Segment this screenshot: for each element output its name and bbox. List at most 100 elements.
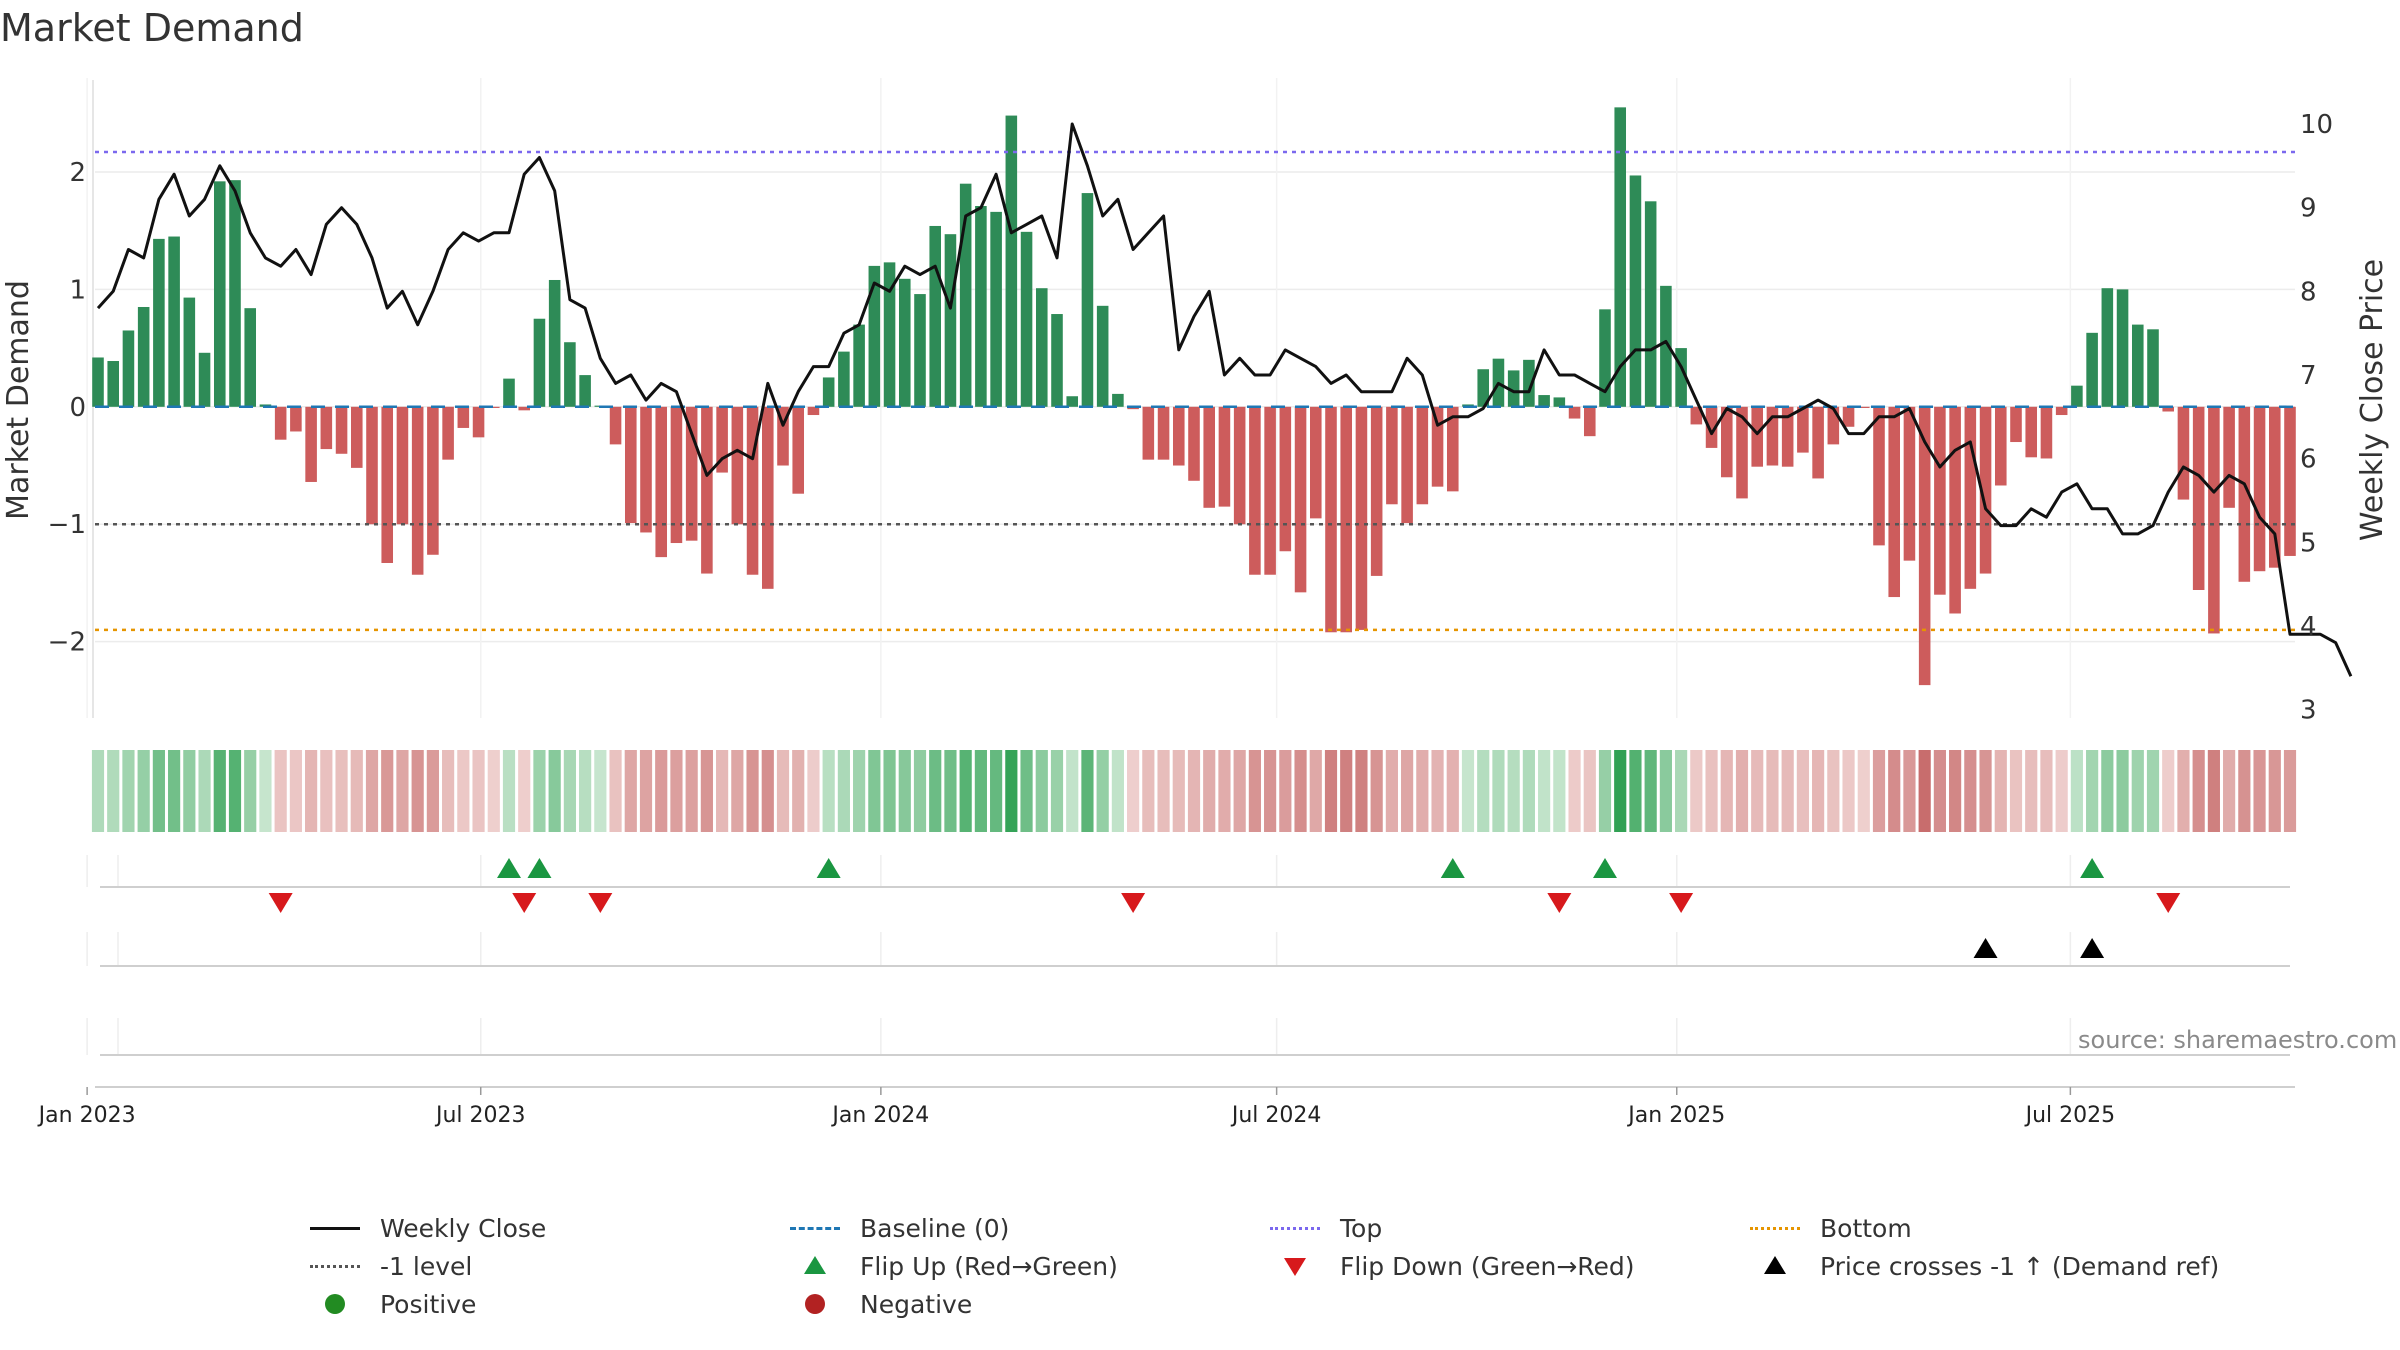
- y-right-tick-label: 9: [2300, 194, 2317, 224]
- heat-cell: [457, 750, 470, 832]
- legend-item-flip-down: Flip Down (Green→Red): [1260, 1248, 1635, 1284]
- heat-cell: [1583, 750, 1596, 832]
- demand-bar: [975, 206, 987, 407]
- demand-bar: [807, 406, 820, 416]
- y-right-tick-label: 4: [2300, 612, 2317, 642]
- demand-bar: [1583, 406, 1596, 437]
- heat-cell: [1172, 750, 1185, 832]
- heat-cell: [213, 750, 226, 832]
- demand-bar: [1812, 406, 1824, 479]
- y-right-axis-label: Weekly Close Price: [2355, 259, 2390, 541]
- demand-bar: [427, 406, 439, 555]
- heat-cell: [1005, 750, 1018, 832]
- demand-bar: [1386, 406, 1398, 505]
- demand-bar: [2086, 332, 2098, 407]
- demand-bar: [92, 357, 104, 407]
- demand-bar: [1553, 397, 1566, 407]
- flip-down-marker: [512, 893, 537, 913]
- heat-cell: [1431, 750, 1444, 832]
- demand-bar: [838, 351, 850, 407]
- demand-bar: [366, 406, 378, 525]
- y-left-axis-label: Market Demand: [1, 280, 36, 520]
- demand-bar: [2284, 406, 2296, 556]
- demand-bar: [701, 406, 713, 574]
- y-left-tick-label: 1: [69, 275, 86, 305]
- heat-cell: [1553, 750, 1566, 832]
- demand-bar: [2177, 406, 2190, 500]
- heat-cell: [2101, 750, 2114, 832]
- heat-cell: [2040, 750, 2053, 832]
- heat-cell: [2009, 750, 2023, 832]
- heat-cell: [579, 750, 592, 832]
- heat-cell: [944, 750, 957, 832]
- demand-bar: [1766, 406, 1779, 466]
- demand-bar: [670, 406, 683, 544]
- heat-cell: [1659, 750, 1672, 832]
- heat-cell: [1461, 750, 1475, 832]
- demand-bar: [1934, 406, 1946, 595]
- demand-bar: [411, 406, 424, 575]
- heat-cell: [1477, 750, 1490, 832]
- demand-bar: [1614, 107, 1627, 407]
- demand-bar: [457, 406, 470, 428]
- legend-item-top: Top: [1260, 1210, 1382, 1246]
- demand-bar: [564, 342, 576, 407]
- demand-bar: [1888, 406, 1901, 598]
- y-right-tick-label: 10: [2300, 110, 2333, 140]
- heat-cell: [1705, 750, 1718, 832]
- heat-cell: [411, 750, 424, 832]
- legend-item-baseline: Baseline (0): [780, 1210, 1009, 1246]
- heat-cell: [837, 750, 850, 832]
- heat-cell: [1781, 750, 1794, 832]
- flip-down-marker: [2156, 893, 2181, 913]
- demand-bar: [1751, 406, 1764, 467]
- heat-cell: [1857, 750, 1870, 832]
- heat-cell: [563, 750, 576, 832]
- demand-bar: [685, 406, 698, 541]
- legend-item-positive: Positive: [300, 1286, 476, 1322]
- heat-cell: [1370, 750, 1383, 832]
- triangle-up-icon: [804, 1256, 826, 1274]
- y-right-tick-label: 7: [2300, 361, 2317, 391]
- heat-cell: [974, 750, 987, 832]
- heat-cell: [533, 750, 546, 832]
- demand-bar: [168, 236, 180, 407]
- heat-cell: [2025, 750, 2038, 832]
- legend-label: Weekly Close: [380, 1213, 547, 1243]
- demand-bar: [533, 318, 546, 407]
- price-cross-marker: [1973, 938, 1998, 958]
- heat-cell: [1355, 750, 1368, 832]
- heat-cell: [472, 750, 485, 832]
- heat-cell: [1294, 750, 1307, 832]
- x-tick-label: Jul 2024: [1230, 1103, 1322, 1128]
- heat-cell: [1081, 750, 1094, 832]
- demand-bar: [2025, 406, 2038, 458]
- demand-bar: [1325, 406, 1337, 633]
- heat-cell: [792, 750, 805, 832]
- legend: Weekly Close Baseline (0) Top Bottom -1 …: [300, 1210, 2280, 1330]
- legend-item-minus1: -1 level: [300, 1248, 472, 1284]
- heat-cell: [1842, 750, 1855, 832]
- heat-cell: [1827, 750, 1840, 832]
- demand-bar: [1797, 406, 1809, 453]
- demand-bar: [2192, 406, 2205, 590]
- demand-bar: [1736, 406, 1748, 499]
- demand-bar: [1705, 406, 1718, 448]
- demand-bar: [1446, 406, 1459, 492]
- demand-bar: [1081, 193, 1094, 407]
- demand-bar: [731, 406, 744, 525]
- heat-cell: [1233, 750, 1246, 832]
- demand-bar: [1005, 115, 1018, 407]
- heat-cell: [1218, 750, 1231, 832]
- heat-cell: [2131, 750, 2144, 832]
- demand-bar: [1294, 406, 1307, 593]
- demand-bar: [640, 406, 652, 533]
- demand-bar: [442, 406, 454, 460]
- legend-label: Baseline (0): [860, 1213, 1010, 1243]
- heat-cell: [1309, 750, 1322, 832]
- price-cross-marker: [2080, 938, 2105, 958]
- demand-bar: [107, 361, 120, 407]
- demand-bar: [914, 294, 926, 407]
- demand-bar: [1903, 406, 1916, 561]
